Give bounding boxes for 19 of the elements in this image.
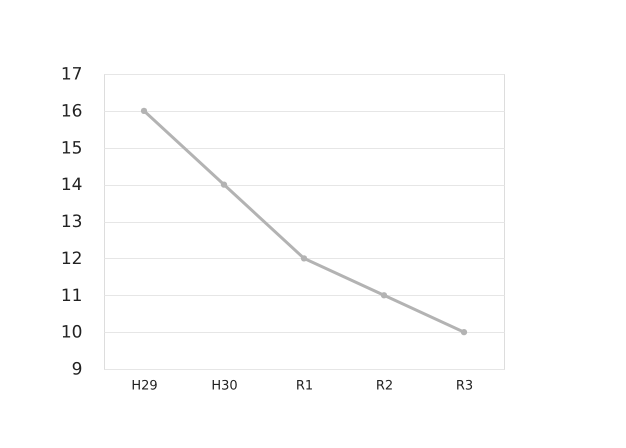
x-tick-label: R2 (376, 378, 394, 394)
y-tick-label: 17 (60, 64, 82, 84)
y-tick-label: 11 (60, 286, 82, 306)
y-tick-label: 13 (60, 212, 82, 232)
y-tick-label: 10 (60, 322, 82, 343)
point (380, 292, 388, 298)
x-tick-label: H30 (211, 378, 238, 394)
point (300, 255, 308, 262)
x-tick-label: R3 (456, 378, 474, 394)
y-tick-label: 9 (72, 360, 82, 380)
y-tick-label: 12 (60, 248, 82, 269)
y-tick-label: 15 (60, 138, 82, 158)
x-tick-label: R1 (296, 378, 314, 394)
x-tick-label: H29 (131, 378, 158, 394)
point (460, 328, 468, 336)
y-tick-label: 14 (60, 175, 82, 196)
y-tick-label: 16 (60, 101, 82, 122)
point (220, 181, 228, 188)
point (140, 108, 148, 114)
